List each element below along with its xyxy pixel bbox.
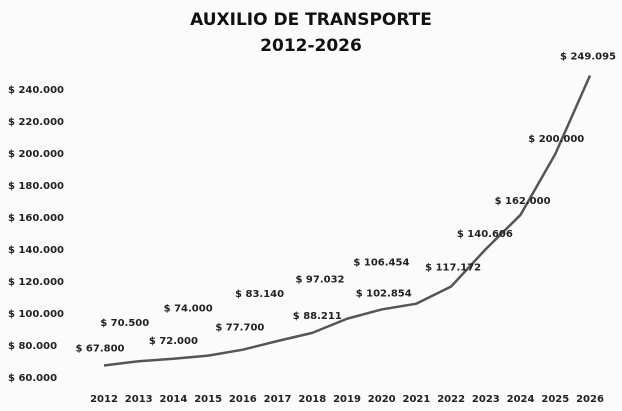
- data-label: $ 249.095: [560, 51, 616, 62]
- y-tick-label: $ 100.000: [8, 309, 64, 320]
- y-tick-label: $ 60.000: [8, 373, 57, 384]
- data-label: $ 162.000: [495, 196, 551, 207]
- y-tick-label: $ 240.000: [8, 85, 64, 96]
- x-tick-label: 2012: [90, 394, 118, 405]
- data-label: $ 117.172: [425, 263, 481, 274]
- x-tick-label: 2013: [125, 394, 153, 405]
- x-tick-label: 2023: [472, 394, 500, 405]
- data-label: $ 88.211: [293, 311, 342, 322]
- x-tick-label: 2019: [333, 394, 361, 405]
- x-tick-label: 2026: [576, 394, 604, 405]
- y-tick-label: $ 120.000: [8, 277, 64, 288]
- data-label: $ 83.140: [235, 289, 284, 300]
- y-tick-label: $ 180.000: [8, 181, 64, 192]
- y-tick-label: $ 220.000: [8, 117, 64, 128]
- y-tick-label: $ 160.000: [8, 213, 64, 224]
- data-label: $ 102.854: [356, 288, 412, 299]
- data-label: $ 140.606: [457, 229, 513, 240]
- data-label: $ 67.800: [75, 344, 124, 355]
- x-tick-label: 2025: [541, 394, 569, 405]
- x-tick-label: 2020: [368, 394, 396, 405]
- x-tick-label: 2017: [264, 394, 292, 405]
- data-label: $ 106.454: [353, 258, 409, 269]
- x-tick-label: 2016: [229, 394, 257, 405]
- x-tick-label: 2014: [160, 394, 188, 405]
- x-tick-label: 2015: [194, 394, 222, 405]
- data-label: $ 97.032: [295, 275, 344, 286]
- x-tick-label: 2018: [298, 394, 326, 405]
- chart-subtitle: 2012-2026: [260, 36, 362, 56]
- x-tick-label: 2024: [507, 394, 535, 405]
- y-tick-label: $ 80.000: [8, 341, 57, 352]
- y-tick-label: $ 200.000: [8, 149, 64, 160]
- data-label: $ 72.000: [149, 336, 198, 347]
- data-label: $ 70.500: [100, 318, 149, 329]
- chart-title: AUXILIO DE TRANSPORTE: [190, 10, 432, 30]
- line: [103, 74, 592, 367]
- x-tick-label: 2021: [403, 394, 431, 405]
- data-label: $ 77.700: [215, 323, 264, 334]
- data-label: $ 200.000: [528, 134, 584, 145]
- data-label: $ 74.000: [164, 304, 213, 315]
- x-tick-label: 2022: [437, 394, 465, 405]
- y-tick-label: $ 140.000: [8, 245, 64, 256]
